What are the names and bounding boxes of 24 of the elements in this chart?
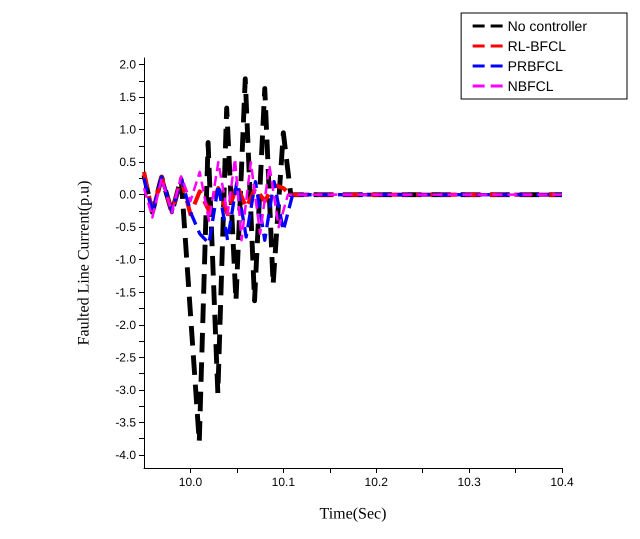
y-tick-label: -3.5 — [115, 415, 136, 430]
y-tick-label: -2.5 — [115, 350, 136, 364]
legend-label: RL-BFCL — [508, 38, 566, 54]
x-axis-title: Time(Sec) — [320, 506, 386, 522]
legend-label: No controller — [508, 18, 588, 34]
y-tick-label: 0.0 — [119, 188, 136, 202]
y-tick-label: 0.5 — [119, 155, 136, 170]
y-tick-label: -1.5 — [115, 285, 136, 300]
y-tick-label: -2.0 — [115, 318, 136, 332]
legend-label: PRBFCL — [508, 58, 564, 74]
y-axis-title: Faulted Line Current(p.u) — [76, 180, 92, 346]
x-tick-label: 10.3 — [457, 475, 482, 489]
y-tick-label: -3.0 — [115, 382, 136, 397]
y-tick-label: 1.0 — [119, 122, 136, 137]
y-tick-label: 1.5 — [119, 90, 136, 104]
x-tick-label: 10.1 — [272, 475, 296, 489]
x-tick-label: 10.2 — [364, 475, 388, 489]
x-tick-label: 10.0 — [178, 475, 202, 489]
y-tick-label: 2.0 — [119, 58, 136, 72]
y-tick-label: -1.0 — [115, 252, 136, 267]
x-tick-label: 10.4 — [550, 475, 574, 489]
y-tick-label: -4.0 — [115, 448, 136, 462]
legend-label: NBFCL — [508, 78, 554, 94]
y-tick-label: -0.5 — [115, 220, 136, 234]
